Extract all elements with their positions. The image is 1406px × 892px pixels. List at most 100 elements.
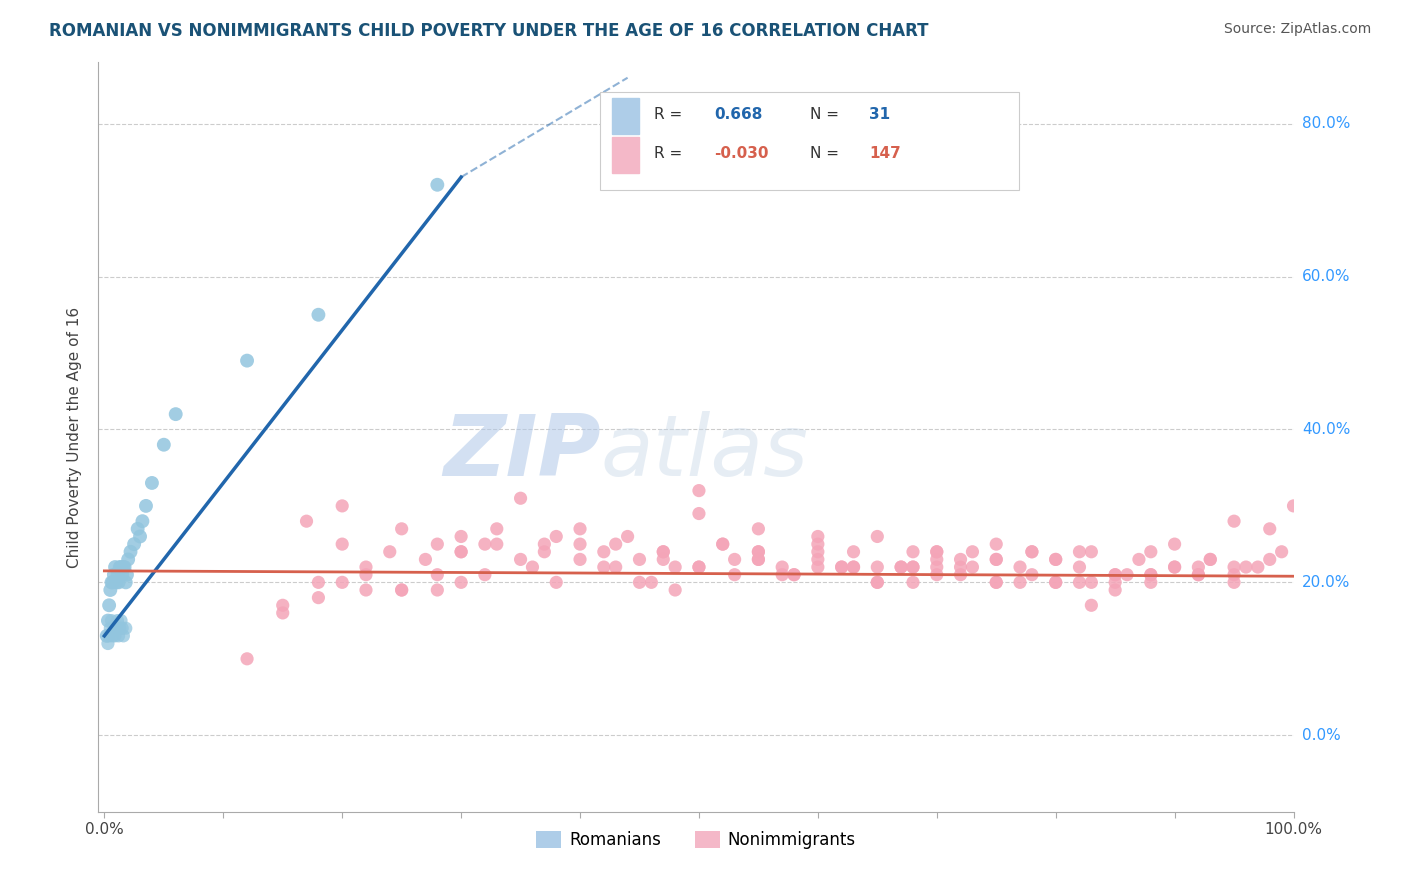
Point [450,545,472,559]
Y-axis label: Child Poverty Under the Age of 16: Child Poverty Under the Age of 16 [67,307,83,567]
Text: 40.0%: 40.0% [1302,422,1350,437]
Point [1008,575,1031,590]
Point [98,621,121,635]
Point [474,537,496,551]
Point [120,545,142,559]
Point [890,560,912,574]
Point [127,522,149,536]
Point [96,629,118,643]
Point [711,537,734,551]
Point [866,529,889,543]
Point [307,575,329,590]
Point [107,575,129,590]
Point [98,629,121,643]
Point [747,552,769,566]
Point [1163,560,1185,574]
Point [97,614,120,628]
Point [1045,552,1067,566]
Point [1187,560,1209,574]
Point [783,567,806,582]
Point [925,552,948,566]
Point [112,560,135,574]
Point [1247,560,1270,574]
Point [107,629,129,643]
Point [1163,537,1185,551]
Point [485,522,508,536]
Point [1080,545,1102,559]
Point [1282,499,1305,513]
Point [807,537,830,551]
Point [1271,545,1294,559]
Point [1069,560,1091,574]
Point [105,621,128,635]
Point [295,514,318,528]
Point [890,560,912,574]
Point [1223,514,1246,528]
Point [688,507,710,521]
Point [664,582,686,597]
Point [807,529,830,543]
Point [330,575,353,590]
Point [1223,575,1246,590]
Point [271,606,294,620]
Point [391,522,413,536]
Text: 80.0%: 80.0% [1302,116,1350,131]
Point [688,560,710,574]
Point [783,567,806,582]
Point [307,591,329,605]
Point [866,575,889,590]
Point [770,567,793,582]
Point [1104,582,1126,597]
Text: Source: ZipAtlas.com: Source: ZipAtlas.com [1223,22,1371,37]
Point [114,575,136,590]
Point [450,545,472,559]
Point [1045,552,1067,566]
Point [1163,560,1185,574]
Point [1104,575,1126,590]
Point [949,567,972,582]
Point [236,353,259,368]
Point [1140,567,1163,582]
Text: 60.0%: 60.0% [1302,269,1350,284]
Point [925,560,948,574]
Point [271,599,294,613]
Point [831,560,853,574]
Point [1116,567,1139,582]
Point [962,545,984,559]
Point [1104,567,1126,582]
Point [105,575,128,590]
Point [509,552,531,566]
Point [112,629,135,643]
Point [1104,567,1126,582]
Point [426,537,449,551]
Point [616,529,638,543]
Point [1258,552,1281,566]
Point [842,545,865,559]
Point [1223,567,1246,582]
Point [592,560,614,574]
Point [165,407,187,421]
Point [1069,545,1091,559]
Bar [613,137,638,173]
Point [1021,545,1043,559]
Point [1008,560,1031,574]
Point [117,552,139,566]
Point [747,545,769,559]
Point [688,560,710,574]
Point [1199,552,1222,566]
Point [450,575,472,590]
Point [949,552,972,566]
Point [474,567,496,582]
Point [901,560,924,574]
Point [628,552,651,566]
Point [664,560,686,574]
Point [426,582,449,597]
Point [114,621,136,635]
Point [1045,575,1067,590]
Point [236,652,259,666]
Point [747,522,769,536]
Point [129,529,152,543]
Point [949,560,972,574]
Text: N =: N = [810,146,838,161]
Point [807,545,830,559]
